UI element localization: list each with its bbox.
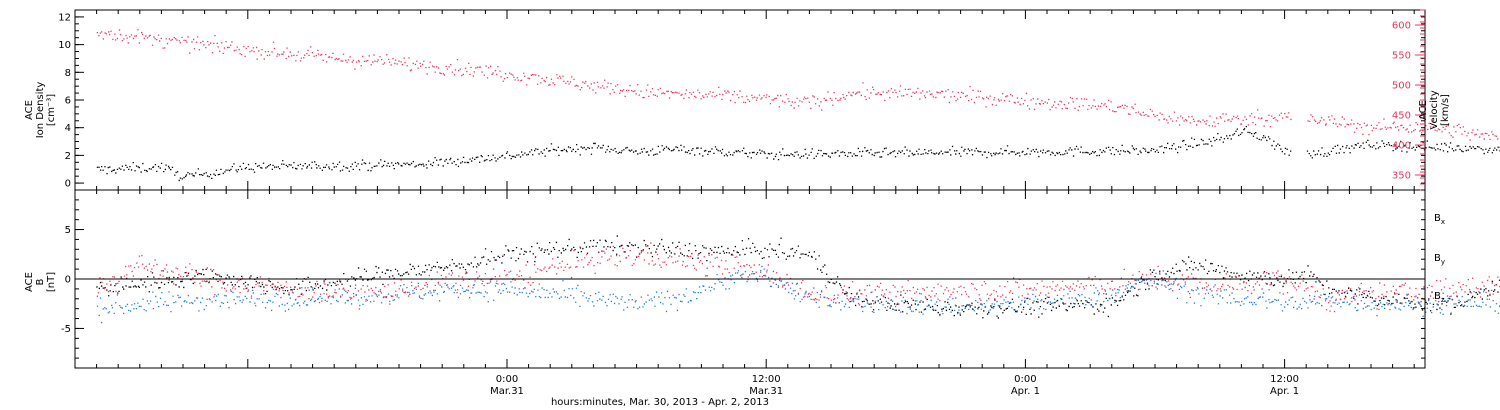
y-tick-label-0-3: 6 <box>65 96 71 107</box>
legend-by-letter: B <box>1434 253 1441 264</box>
y-tick-label-0-0: 0 <box>65 179 71 190</box>
x-tick-time-0: 0:00 <box>496 374 518 385</box>
legend-bx: Bx <box>1434 213 1445 226</box>
x-axis-label: hours:minutes, Mar. 30, 2013 - Apr. 2, 2… <box>551 397 769 408</box>
top-right-axis-title-line2: Velocity <box>1429 90 1440 129</box>
x-tick-date-2: Apr. 1 <box>1011 386 1040 397</box>
x-tick-date-1: Mar.31 <box>749 386 783 397</box>
right-tick-label-0: 350 <box>1392 171 1411 182</box>
top-right-axis-title-line1: ACE <box>1418 100 1429 120</box>
x-tick-time-3: 12:00 <box>1270 374 1299 385</box>
y-tick-label-1-1: 0 <box>65 275 71 286</box>
bottom-left-axis-title-line3: [nT] <box>46 272 57 292</box>
x-tick-time-2: 0:00 <box>1014 374 1036 385</box>
legend-bx-letter: B <box>1434 213 1441 224</box>
y-tick-label-0-4: 8 <box>65 68 71 79</box>
legend-bx-sub: x <box>1441 218 1445 226</box>
x-tick-time-1: 12:00 <box>752 374 781 385</box>
right-tick-label-3: 500 <box>1392 81 1411 92</box>
right-tick-label-4: 550 <box>1392 51 1411 62</box>
y-tick-label-0-1: 2 <box>65 151 71 162</box>
top-left-axis-title-line1: ACE <box>24 100 35 120</box>
right-tick-label-1: 400 <box>1392 141 1411 152</box>
y-tick-label-1-2: 5 <box>65 225 71 236</box>
legend-bz-sub: z <box>1441 296 1445 304</box>
top-left-axis-title-line3: [cm⁻³] <box>46 94 57 126</box>
legend-bz-letter: B <box>1434 291 1441 302</box>
series-1-1 <box>96 265 1500 324</box>
top-right-axis-title-line3: [km/s] <box>1440 94 1451 126</box>
right-tick-label-5: 600 <box>1392 21 1411 32</box>
x-tick-date-3: Apr. 1 <box>1270 386 1299 397</box>
y-tick-label-1-0: -5 <box>61 324 71 335</box>
y-tick-label-0-6: 12 <box>58 12 71 23</box>
legend-by-sub: y <box>1441 258 1445 266</box>
top-left-axis-title-line2: Ion Density <box>35 82 46 139</box>
bottom-left-axis-title-line1: ACE <box>24 272 35 292</box>
right-tick-label-2: 450 <box>1392 111 1411 122</box>
legend-by: By <box>1434 253 1445 266</box>
x-tick-date-0: Mar.31 <box>490 386 524 397</box>
y-tick-label-0-5: 10 <box>58 40 71 51</box>
legend-bz: Bz <box>1434 291 1445 304</box>
y-tick-label-0-2: 4 <box>65 123 71 134</box>
bottom-left-axis-title-line2: B <box>35 278 46 285</box>
bottom-panel-points <box>96 235 1500 324</box>
